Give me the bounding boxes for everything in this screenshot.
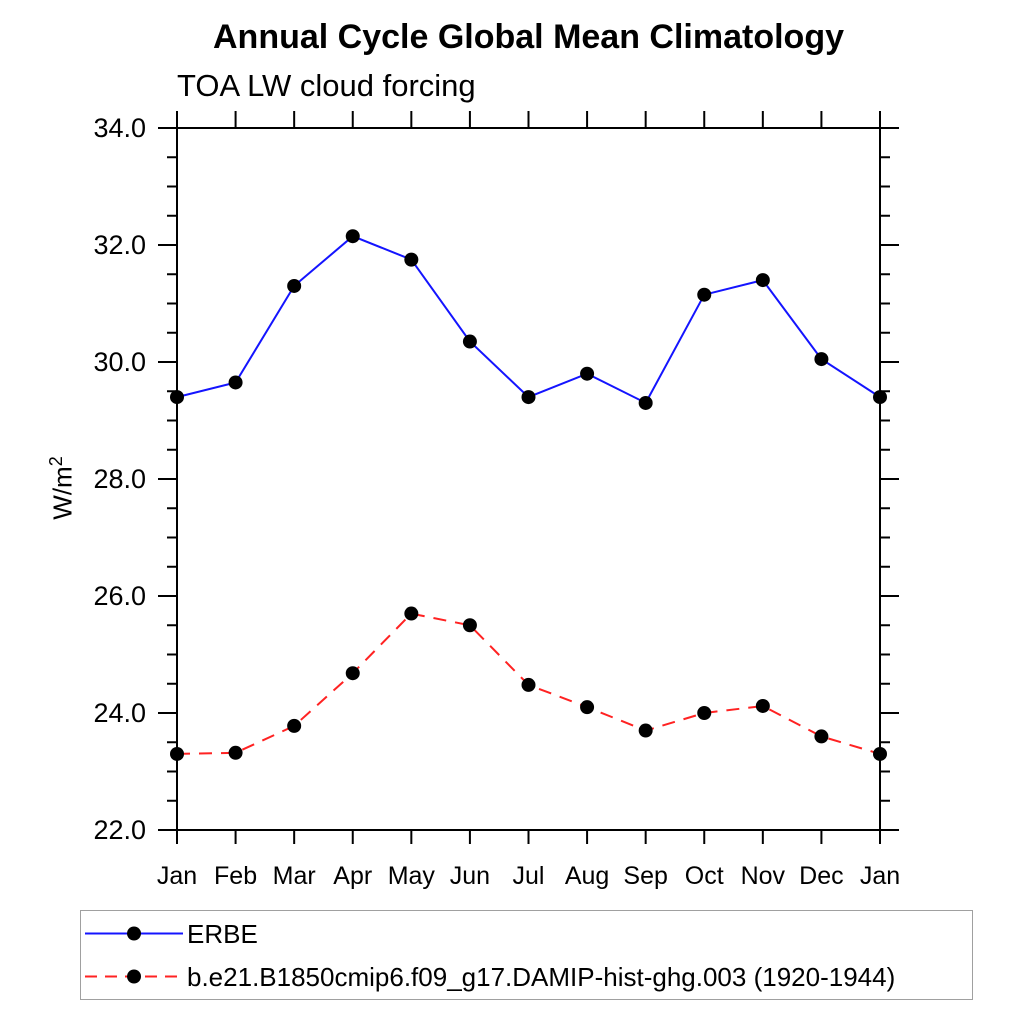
y-ticks-group (158, 127, 899, 831)
data-point-marker (170, 390, 184, 405)
data-point-marker (404, 252, 419, 267)
x-tick-label: Feb (214, 862, 257, 890)
data-point-marker (873, 390, 887, 405)
data-point-marker (814, 729, 829, 744)
plot-frame-group (176, 127, 881, 831)
data-point-marker (287, 278, 302, 293)
data-point-marker (521, 677, 536, 692)
data-point-marker (580, 366, 595, 381)
legend-sample-marker (127, 969, 141, 984)
x-tick-label: Sep (623, 862, 667, 890)
series-line-0 (176, 235, 881, 405)
data-point-marker (462, 618, 477, 633)
x-tick-label: Nov (741, 862, 786, 890)
x-tick-label: Jan (157, 862, 197, 890)
x-tick-label: Aug (565, 862, 609, 890)
data-point-marker (697, 706, 712, 720)
data-point-marker (755, 698, 770, 713)
plot-frame (176, 127, 881, 831)
data-point-marker (228, 375, 243, 390)
data-point-marker (755, 273, 770, 288)
x-tick-label: Oct (685, 862, 724, 890)
legend: ERBE b.e21.B1850cmip6.f09_g17.DAMIP-hist… (80, 910, 973, 1000)
data-point-marker (521, 390, 536, 405)
x-ticks-group (176, 111, 881, 844)
x-tick-label: Jun (450, 862, 490, 890)
x-tick-label: Jan (860, 862, 900, 890)
data-point-marker (287, 718, 302, 733)
chart-subtitle: TOA LW cloud forcing (177, 68, 476, 103)
data-point-marker (697, 287, 712, 302)
x-tick-label: Dec (799, 862, 843, 890)
y-tick-labels-group: 22.0 24.0 26.0 28.0 30.0 32.0 34.0 (93, 113, 146, 845)
x-tick-labels-group: Jan Feb Mar Apr May Jun Jul Aug Sep Oct Nov Dec Jan (157, 862, 900, 890)
legend-line-sample-erbe (85, 926, 183, 941)
x-tick-label: Apr (333, 862, 372, 890)
data-point-marker (170, 746, 184, 761)
y-tick-label: 26.0 (93, 581, 146, 611)
y-tick-label: 34.0 (93, 113, 146, 143)
data-point-marker (404, 606, 419, 621)
chart-title: Annual Cycle Global Mean Climatology (213, 18, 844, 56)
legend-label-erbe: ERBE (187, 918, 258, 949)
x-tick-label: May (388, 862, 436, 890)
legend-sample-marker (127, 926, 141, 941)
x-tick-label: Jul (513, 862, 545, 890)
data-point-marker (580, 700, 595, 715)
data-point-marker (228, 745, 243, 760)
data-point-marker (638, 395, 653, 410)
data-point-marker (873, 746, 887, 761)
data-point-marker (814, 352, 829, 367)
y-tick-label: 32.0 (93, 230, 146, 260)
legend-entry-erbe: ERBE (81, 912, 972, 955)
series-lines-group (176, 235, 881, 755)
data-point-marker (345, 229, 360, 244)
y-tick-label: 30.0 (93, 347, 146, 377)
series-markers-group (170, 229, 887, 761)
x-tick-label: Mar (273, 862, 316, 890)
y-tick-label: 24.0 (93, 698, 146, 728)
data-point-marker (462, 334, 477, 349)
data-point-marker (638, 723, 653, 738)
legend-entry-model: b.e21.B1850cmip6.f09_g17.DAMIP-hist-ghg.… (81, 955, 972, 998)
data-point-marker (345, 666, 360, 681)
y-tick-label: 22.0 (93, 815, 146, 845)
legend-line-sample-model (85, 969, 183, 984)
legend-label-model: b.e21.B1850cmip6.f09_g17.DAMIP-hist-ghg.… (187, 961, 896, 992)
y-tick-label: 28.0 (93, 464, 146, 494)
